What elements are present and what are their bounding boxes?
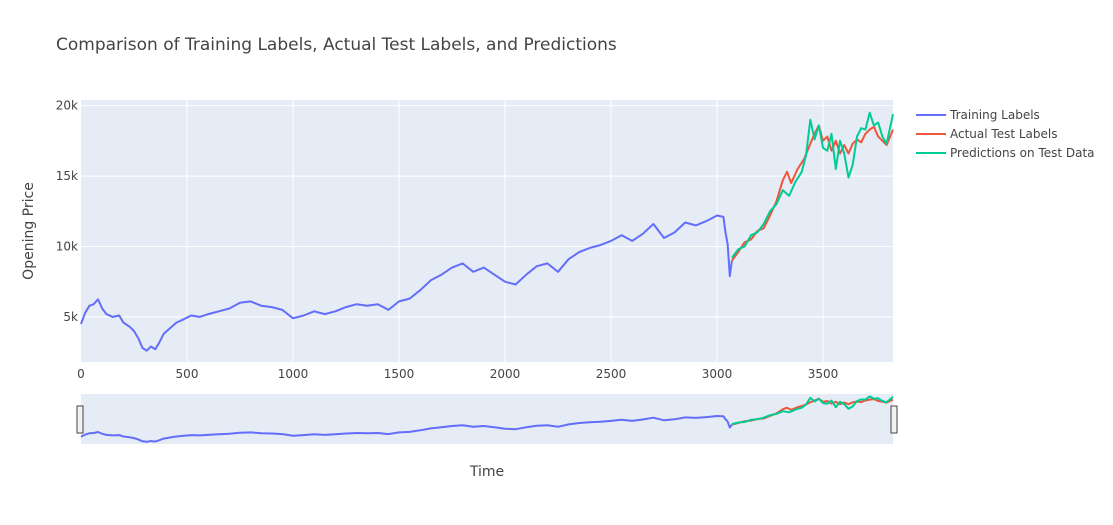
x-tick-label: 2500 [596, 367, 627, 381]
x-tick-label: 0 [77, 367, 85, 381]
range-slider-series [80, 395, 894, 443]
x-tick-label: 2000 [490, 367, 521, 381]
x-tick-label: 1000 [278, 367, 309, 381]
series-line-0 [80, 214, 733, 352]
plot-background [81, 100, 893, 362]
x-tick-label: 3500 [808, 367, 839, 381]
legend-label-0[interactable]: Training Labels [949, 108, 1040, 122]
legend-label-1[interactable]: Actual Test Labels [950, 127, 1057, 141]
y-tick-label: 10k [56, 239, 78, 253]
y-tick-label: 20k [56, 99, 78, 113]
x-axis-ticks: 0 500 1000 1500 2000 2500 3000 3500 [77, 367, 838, 381]
legend-label-2[interactable]: Predictions on Test Data [950, 146, 1095, 160]
y-tick-label: 5k [63, 310, 78, 324]
x-tick-label: 3000 [702, 367, 733, 381]
range-slider-right-handle[interactable] [890, 405, 898, 434]
x-tick-label: 500 [176, 367, 199, 381]
range-slider[interactable] [81, 394, 893, 444]
range-slider-left-handle[interactable] [76, 405, 84, 434]
series-lines [80, 111, 894, 352]
gridlines [81, 100, 893, 362]
slider-series-line-2 [731, 395, 894, 426]
series-line-1 [731, 124, 894, 262]
y-tick-label: 15k [56, 169, 78, 183]
slider-series-line-0 [80, 415, 733, 443]
series-line-2 [731, 111, 894, 259]
y-axis-title: Opening Price [21, 182, 37, 280]
chart-title: Comparison of Training Labels, Actual Te… [56, 35, 617, 55]
x-tick-label: 1500 [384, 367, 415, 381]
y-axis-ticks: 5k 10k 15k 20k [56, 99, 78, 324]
legend: Training Labels Actual Test Labels Predict… [916, 108, 1095, 160]
x-axis-title: Time [469, 464, 504, 480]
